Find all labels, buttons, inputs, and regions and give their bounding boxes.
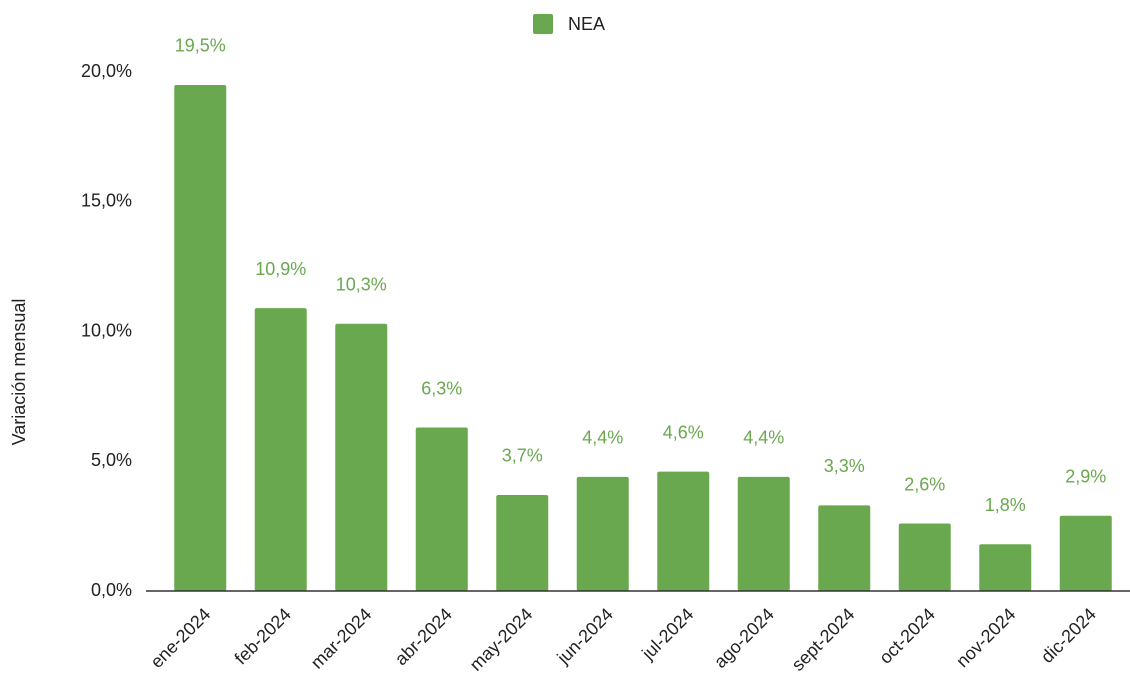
y-tick-label: 10,0% (81, 320, 132, 340)
value-label: 1,8% (985, 495, 1026, 515)
bar (737, 476, 790, 591)
legend-label: NEA (568, 14, 605, 34)
y-tick-label: 5,0% (91, 450, 132, 470)
x-tick-label: oct-2024 (875, 604, 939, 668)
bar (576, 476, 629, 591)
x-tick-label: ago-2024 (710, 604, 778, 672)
value-label: 4,6% (663, 422, 704, 442)
value-label: 6,3% (421, 378, 462, 398)
bar (818, 505, 871, 591)
bar (657, 471, 710, 591)
value-label: 4,4% (582, 428, 623, 448)
y-tick-label: 15,0% (81, 191, 132, 211)
bar (496, 494, 549, 591)
legend-swatch (533, 14, 553, 34)
value-label: 10,3% (336, 274, 387, 294)
value-label: 2,6% (904, 474, 945, 494)
x-tick-label: feb-2024 (231, 604, 295, 668)
bar (979, 544, 1032, 591)
bar (898, 523, 951, 591)
value-label: 3,7% (502, 446, 543, 466)
y-tick-label: 0,0% (91, 580, 132, 600)
value-label: 19,5% (175, 36, 226, 56)
value-label: 2,9% (1065, 466, 1106, 486)
bar (1059, 515, 1112, 591)
y-axis-title: Variación mensual (9, 299, 29, 446)
y-tick-label: 20,0% (81, 61, 132, 81)
value-label: 10,9% (255, 259, 306, 279)
bar (174, 84, 227, 591)
x-tick-label: may-2024 (466, 604, 537, 675)
bar (335, 323, 388, 591)
x-tick-label: abr-2024 (391, 604, 456, 669)
bar (254, 308, 307, 591)
x-tick-label: mar-2024 (307, 604, 376, 673)
value-label: 4,4% (743, 428, 784, 448)
x-tick-label: jun-2024 (553, 604, 617, 668)
x-tick-label: dic-2024 (1037, 604, 1100, 667)
x-tick-label: ene-2024 (146, 604, 214, 672)
x-tick-label: nov-2024 (952, 604, 1019, 671)
bar (415, 427, 468, 591)
x-tick-label: sept-2024 (788, 604, 859, 675)
value-label: 3,3% (824, 456, 865, 476)
x-tick-label: jul-2024 (637, 604, 697, 664)
